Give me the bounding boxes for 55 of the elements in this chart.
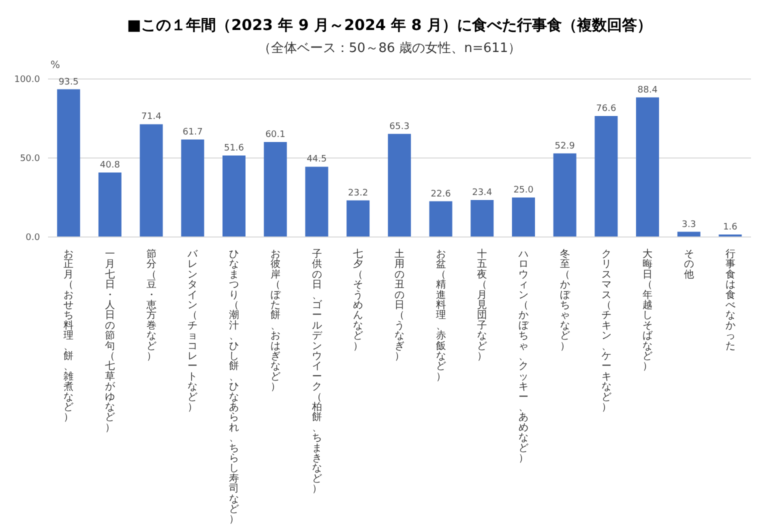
data-label: 1.6 (723, 222, 738, 232)
data-label: 71.4 (141, 112, 162, 122)
category-label: お盆（精進料理、赤飯など） (436, 249, 446, 382)
data-label: 44.5 (306, 154, 327, 165)
category-label: クリスマス（チキン、ケーキなど） (601, 249, 612, 413)
category-label: お正月（おせち料理、餅、雑煮など） (64, 249, 74, 424)
bar (222, 155, 246, 237)
category-label: 大晦日（年越しそばなど） (642, 249, 653, 372)
y-tick-label: 100.0 (14, 75, 40, 86)
category-label: 一月七日・人日の節句（七草がゆなど） (105, 249, 116, 434)
data-label: 65.3 (389, 122, 410, 132)
data-label: 40.8 (100, 160, 120, 171)
category-label: ハロウィン（かぼちゃ、クッキー、あめなど） (518, 249, 529, 464)
data-label: 60.1 (265, 130, 286, 140)
category-label: 節分（豆・恵方巻など） (146, 249, 156, 362)
bar (181, 140, 204, 237)
bar (388, 134, 411, 237)
y-tick-label: 50.0 (20, 154, 40, 164)
bar (594, 116, 618, 237)
bar (470, 200, 494, 237)
chart-title: ■この１年間（2023 年 9 月～2024 年 8 月）に食べた行事食（複数回答） (126, 15, 653, 35)
bar (305, 166, 328, 237)
category-label: 土用の丑の日（うなぎ） (394, 249, 404, 362)
bar (636, 97, 660, 237)
category-label: 十五夜（月見団子など） (477, 249, 488, 362)
data-label: 22.6 (430, 189, 452, 200)
bar (140, 124, 163, 237)
bar (429, 201, 452, 237)
y-axis-title: % (50, 60, 60, 72)
bar (98, 172, 122, 237)
bar (57, 89, 80, 237)
category-label: バレンタイン（チョコレートなど） (188, 249, 198, 413)
data-label: 52.9 (554, 141, 576, 152)
data-label: 93.5 (58, 77, 79, 88)
data-label: 3.3 (682, 220, 696, 230)
data-label: 23.4 (472, 188, 492, 198)
bar (264, 142, 287, 237)
bar (553, 153, 576, 237)
data-label: 88.4 (638, 85, 658, 96)
category-label: 子供の日、ゴールデンウイーク（柏餅、ちまきなど） (312, 249, 322, 495)
data-label: 25.0 (513, 186, 534, 196)
category-label: 七夕（そうめんなど） (353, 249, 364, 352)
chart-subtitle: （全体ベース：50～86 歳の女性、n=611） (256, 40, 522, 57)
category-label: ひなまつり（潮汁、ひし餅、ひなあられ、ちらし寿司など） (229, 249, 240, 526)
data-label: 23.2 (348, 188, 368, 198)
data-label: 51.6 (224, 143, 244, 154)
x-tick-label: その他 (684, 249, 694, 280)
category-label: 行事食は食べなかった (725, 249, 736, 352)
data-label: 61.7 (182, 128, 203, 138)
data-label: 76.6 (596, 104, 616, 114)
category-label: お彼岸（ぼた餅、おはぎなど） (270, 249, 280, 393)
bar (346, 200, 370, 237)
category-label: 冬至（かぼちゃなど） (560, 249, 570, 352)
y-tick-label: 0.0 (26, 233, 40, 244)
bar (512, 198, 535, 237)
